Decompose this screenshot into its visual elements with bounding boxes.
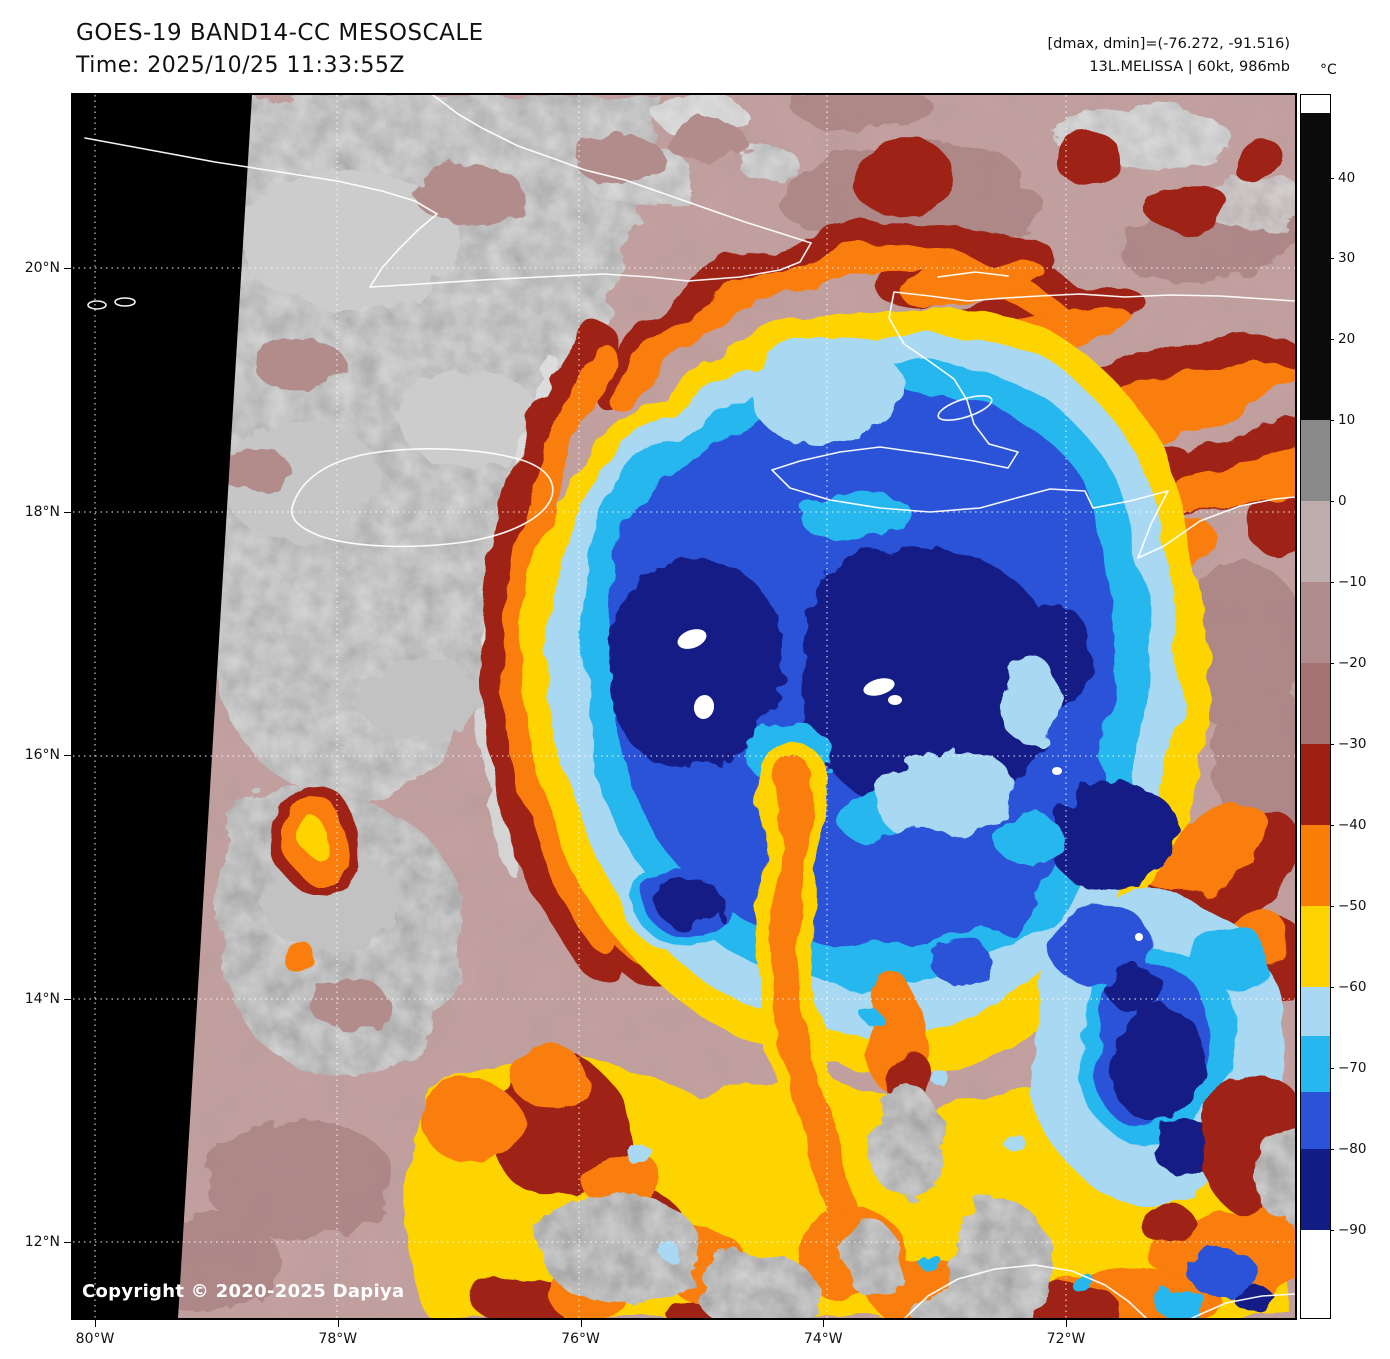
coastline-gonave — [937, 395, 993, 421]
lat-tick-label: 14°N — [24, 990, 60, 1007]
colorbar-tick-mark — [1330, 663, 1334, 665]
storm-info: 13L.MELISSA | 60kt, 986mb — [1089, 59, 1290, 75]
colorbar-tick-mark — [1330, 1067, 1334, 1069]
colorbar-segment — [1301, 1092, 1330, 1149]
lat-tick-label: 12°N — [24, 1234, 60, 1250]
colorbar-tick-label: −50 — [1338, 898, 1367, 915]
page-title: GOES-19 BAND14-CC MESOSCALE — [76, 20, 484, 46]
colorbar-segment — [1301, 420, 1330, 502]
colorbar-segment — [1301, 986, 1330, 1036]
no-data-strip — [73, 95, 252, 1318]
colorbar-tick-mark — [1330, 258, 1334, 260]
colorbar-tick-mark — [1330, 1148, 1334, 1150]
coastline-south-america — [904, 1264, 1295, 1318]
lon-tick-label: 80°W — [75, 1331, 115, 1347]
colorbar-tick-label: 30 — [1338, 250, 1356, 267]
lon-tick-label: 78°W — [318, 1331, 358, 1347]
colorbar-tick-mark — [1330, 1229, 1334, 1231]
lat-tick-mark — [64, 755, 71, 756]
colorbar-segment — [1301, 95, 1330, 113]
colorbar-tick-label: −60 — [1338, 978, 1367, 995]
colorbar-tick-label: −70 — [1338, 1059, 1367, 1076]
detail-overlay-layer — [420, 345, 1295, 1318]
colorbar-segment — [1301, 112, 1330, 421]
colorbar-tick-label: −90 — [1338, 1221, 1367, 1238]
lon-tick-label: 72°W — [1046, 1331, 1086, 1347]
coastline-cayman — [114, 297, 136, 307]
colorbar-tick-label: −40 — [1338, 817, 1367, 834]
copyright-watermark: Copyright © 2020-2025 Dapiya — [82, 1281, 405, 1302]
colorbar-tick-label: 10 — [1338, 412, 1356, 429]
satellite-map — [73, 95, 1295, 1318]
colorbar-segment — [1301, 1148, 1330, 1230]
lon-tick-label: 76°W — [561, 1331, 600, 1347]
colorbar-segment — [1301, 825, 1330, 906]
colorbar-tick-label: −80 — [1338, 1140, 1367, 1157]
temperature-colorbar — [1300, 94, 1331, 1319]
coastline-cuba-keys — [84, 137, 438, 215]
lon-tick-mark — [337, 1320, 339, 1327]
colorbar-tick-mark — [1330, 986, 1334, 988]
colorbar-tick-mark — [1330, 906, 1334, 908]
coastline-jamaica — [291, 448, 554, 548]
colorbar-tick-label: 0 — [1338, 493, 1347, 510]
lon-tick-label: 74°W — [803, 1331, 843, 1347]
colorbar-unit-label: °C — [1320, 62, 1337, 78]
colorbar-tick-mark — [1330, 582, 1334, 584]
dmax-dmin-readout: [dmax, dmin]=(-76.272, -91.516) — [1047, 36, 1291, 52]
lon-tick-mark — [1066, 1320, 1067, 1327]
gridlines — [73, 95, 1295, 1318]
lat-tick-mark — [64, 1242, 71, 1243]
lon-tick-mark — [95, 1320, 96, 1327]
colorbar-tick-mark — [1330, 177, 1334, 179]
colorbar-segment — [1301, 1035, 1330, 1093]
colorbar-tick-mark — [1330, 744, 1334, 746]
colorbar-segment — [1301, 663, 1330, 745]
coastline-hispaniola — [771, 271, 1295, 559]
warm-mottling-layer — [130, 95, 1295, 1312]
colorbar-tick-label: −10 — [1338, 574, 1367, 591]
lat-tick-label: 18°N — [24, 503, 60, 520]
colorbar-tick-label: 20 — [1338, 331, 1356, 348]
coastline-cuba-north — [432, 95, 812, 244]
lat-tick-label: 16°N — [24, 747, 60, 763]
colorbar-tick-label: −20 — [1338, 655, 1367, 672]
overshooting-tops-white — [677, 629, 1143, 941]
lat-tick-mark — [64, 511, 71, 513]
image-timestamp: Time: 2025/10/25 11:33:55Z — [76, 53, 405, 78]
lat-tick-mark — [64, 268, 71, 269]
lon-tick-mark — [823, 1320, 825, 1327]
coastline-cayman — [87, 300, 107, 310]
colorbar-tick-mark — [1330, 339, 1334, 341]
colorbar-segment — [1301, 744, 1330, 826]
colorbar-tick-label: 40 — [1338, 169, 1356, 186]
lat-tick-mark — [64, 998, 71, 1000]
cloudtop-navy-layer — [608, 547, 1219, 1176]
header-right: [dmax, dmin]=(-76.272, -91.516) 13L.MELI… — [1048, 33, 1291, 79]
coastline-cuba-south — [369, 213, 812, 288]
colorbar-segment — [1301, 906, 1330, 987]
colorbar-tick-mark — [1330, 825, 1334, 827]
colorbar-tick-label: −30 — [1338, 736, 1367, 753]
colorbar-segment — [1301, 1229, 1330, 1318]
colorbar-tick-mark — [1330, 501, 1334, 503]
lat-tick-label: 20°N — [24, 260, 60, 276]
lon-tick-mark — [580, 1320, 582, 1327]
coastlines — [84, 95, 1295, 1318]
colorbar-tick-mark — [1330, 420, 1334, 422]
colorbar-segment — [1301, 582, 1330, 664]
colorbar-segment — [1301, 501, 1330, 583]
